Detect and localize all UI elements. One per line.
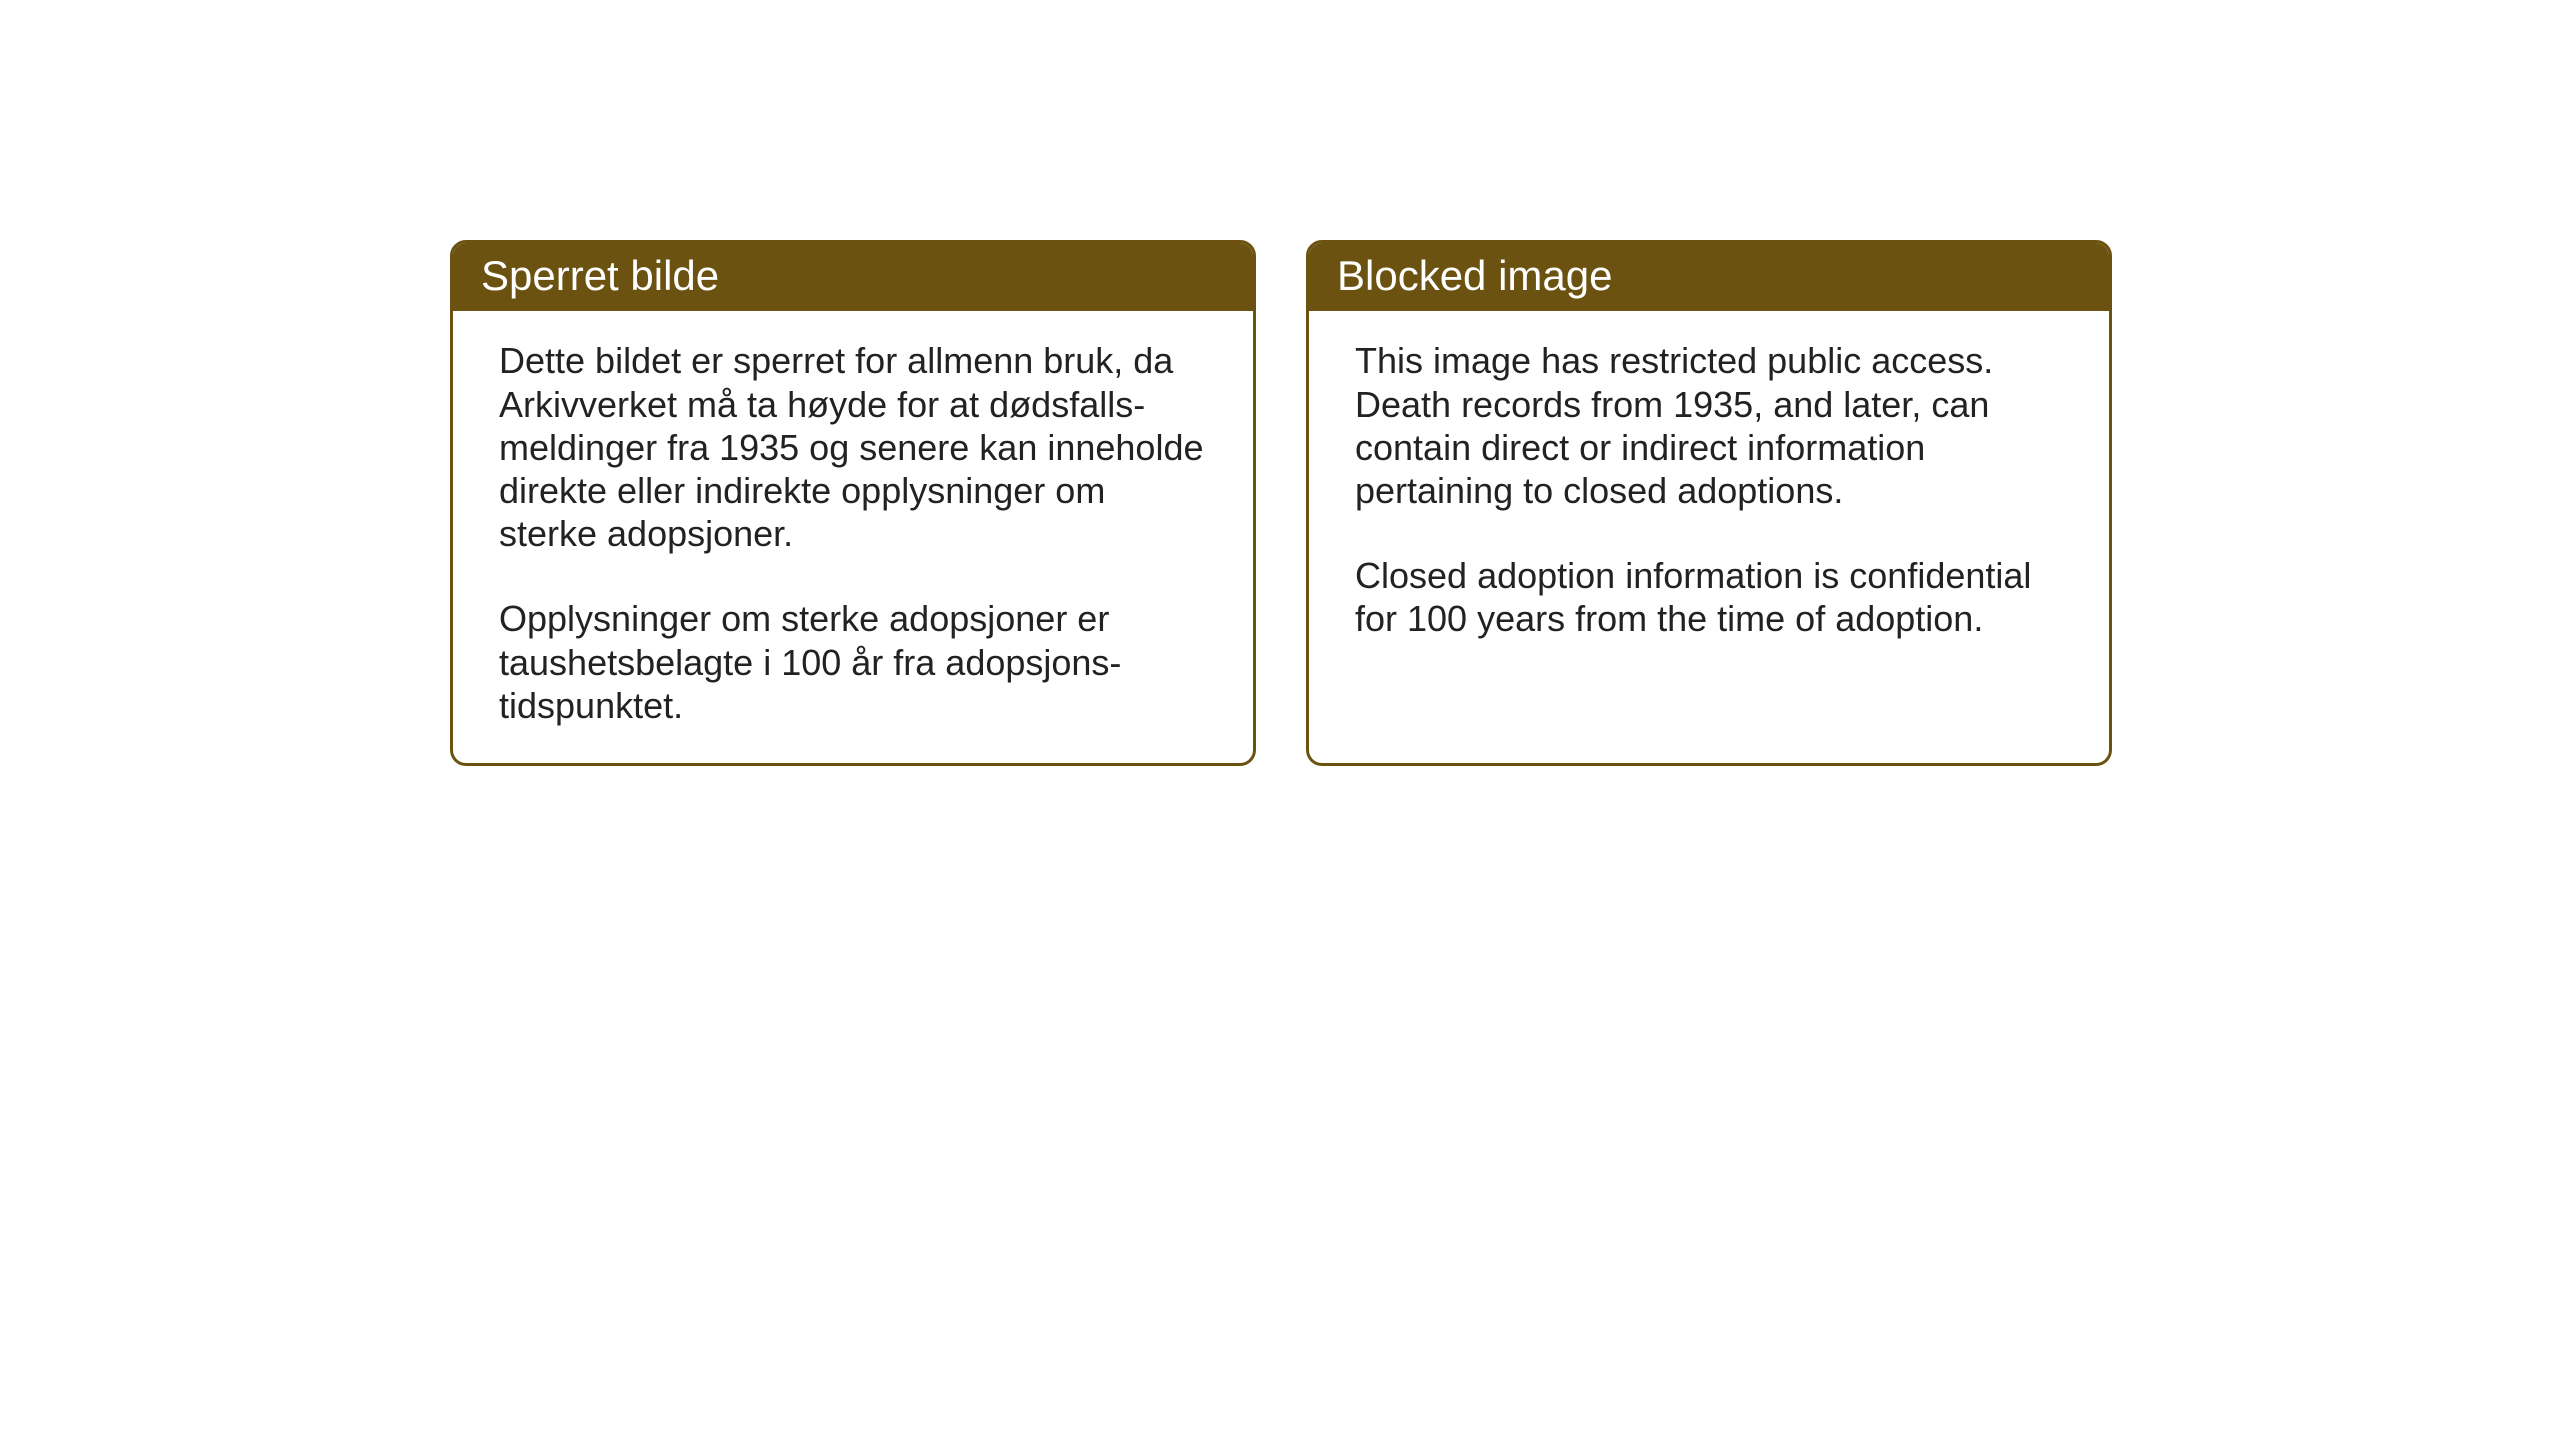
- paragraph-text: Dette bildet er sperret for allmenn bruk…: [499, 339, 1207, 555]
- paragraph-text: Closed adoption information is confident…: [1355, 554, 2063, 640]
- notice-container: Sperret bilde Dette bildet er sperret fo…: [450, 240, 2112, 766]
- paragraph-text: This image has restricted public access.…: [1355, 339, 2063, 512]
- card-header-norwegian: Sperret bilde: [453, 243, 1253, 311]
- notice-card-english: Blocked image This image has restricted …: [1306, 240, 2112, 766]
- notice-card-norwegian: Sperret bilde Dette bildet er sperret fo…: [450, 240, 1256, 766]
- card-body-english: This image has restricted public access.…: [1309, 311, 2109, 741]
- card-body-norwegian: Dette bildet er sperret for allmenn bruk…: [453, 311, 1253, 763]
- paragraph-text: Opplysninger om sterke adopsjoner er tau…: [499, 597, 1207, 727]
- card-header-english: Blocked image: [1309, 243, 2109, 311]
